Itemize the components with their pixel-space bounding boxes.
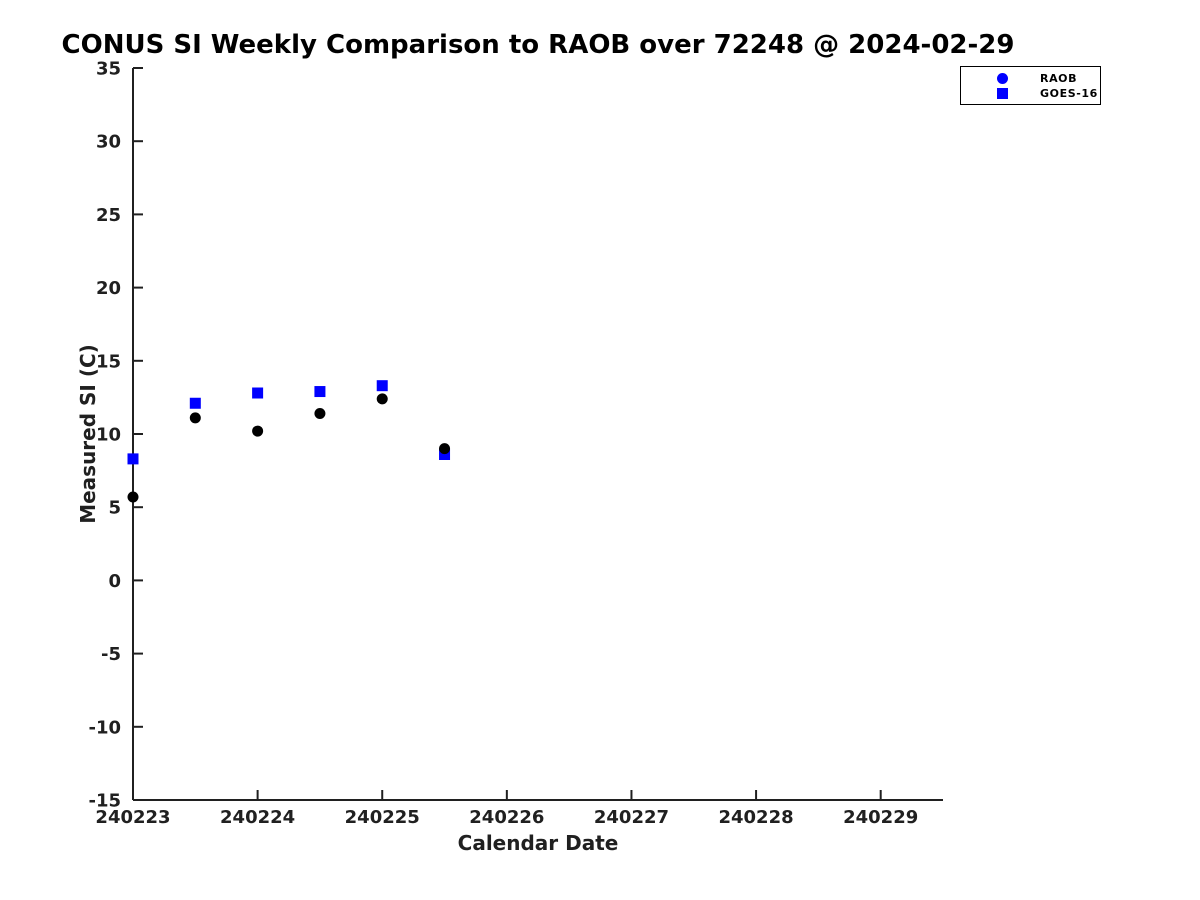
- y-tick-label: 0: [108, 571, 121, 592]
- x-axis-label: Calendar Date: [457, 831, 619, 855]
- data-point-goes-16: [376, 380, 388, 392]
- raob-marker-cell: [997, 73, 1008, 84]
- y-tick-label: 35: [96, 59, 121, 80]
- goes16-square-marker-icon: [997, 88, 1008, 99]
- legend-label-goes16: GOES-16: [1040, 87, 1098, 100]
- legend: RAOB GOES-16: [960, 66, 1101, 105]
- legend-item-raob: RAOB: [961, 71, 1100, 86]
- x-tick-label: 240226: [469, 807, 544, 828]
- y-tick-label: -15: [88, 791, 121, 812]
- data-point-raob: [314, 408, 326, 420]
- y-tick-label: 15: [96, 351, 121, 372]
- x-tick-label: 240229: [843, 807, 918, 828]
- data-point-goes-16: [439, 448, 451, 460]
- data-point-goes-16: [127, 453, 139, 465]
- y-tick-label: 20: [96, 278, 121, 299]
- x-tick-label: 240227: [594, 807, 669, 828]
- data-point-raob: [439, 443, 451, 455]
- y-tick-label: 25: [96, 205, 121, 226]
- x-tick-label: 240223: [95, 807, 170, 828]
- legend-label-raob: RAOB: [1040, 72, 1078, 85]
- x-tick-label: 240224: [220, 807, 295, 828]
- data-point-raob: [252, 425, 264, 437]
- y-tick-label: -10: [88, 717, 121, 738]
- goes16-marker-cell: [997, 88, 1008, 99]
- data-point-goes-16: [189, 397, 201, 409]
- x-tick-label: 240228: [718, 807, 793, 828]
- data-point-goes-16: [252, 387, 264, 399]
- y-tick-label: -5: [101, 644, 121, 665]
- raob-circle-marker-icon: [997, 73, 1008, 84]
- y-tick-label: 30: [96, 132, 121, 153]
- y-tick-label: 5: [108, 498, 121, 519]
- data-point-raob: [376, 393, 388, 405]
- y-tick-label: 10: [96, 425, 121, 446]
- data-point-raob: [189, 412, 201, 424]
- data-point-goes-16: [314, 386, 326, 398]
- legend-item-goes16: GOES-16: [961, 86, 1100, 101]
- data-point-raob: [127, 491, 139, 503]
- chart-title: CONUS SI Weekly Comparison to RAOB over …: [61, 30, 1015, 60]
- x-tick-label: 240225: [345, 807, 420, 828]
